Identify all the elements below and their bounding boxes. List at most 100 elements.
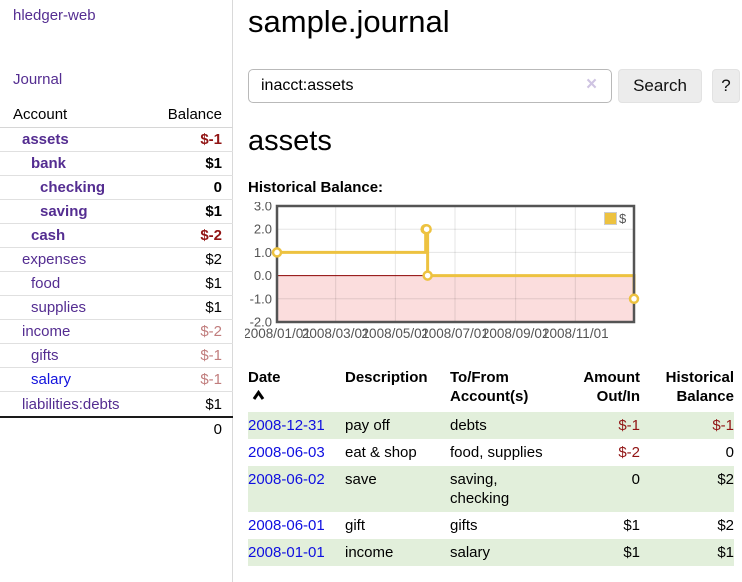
- register-header-amount-line2: Out/In: [596, 388, 640, 405]
- account-balance: $1: [205, 299, 222, 316]
- register-header-date-label: Date: [248, 369, 281, 386]
- transaction-date-link[interactable]: 2008-06-02: [248, 471, 325, 488]
- accounts-header-account: Account: [13, 106, 68, 123]
- register-cell-amount: $1: [562, 539, 640, 566]
- sidebar-item-journal[interactable]: Journal: [13, 71, 63, 88]
- register-cell-date: 2008-12-31: [248, 412, 345, 439]
- sort-ascending-icon: [252, 387, 345, 406]
- register-cell-description: gift: [345, 517, 366, 534]
- register-cell-amount: $1: [623, 517, 640, 534]
- account-balance: $1: [205, 275, 222, 292]
- page-title: sample.journal: [248, 4, 450, 39]
- legend-swatch: [604, 212, 617, 225]
- transaction-date-link[interactable]: 2008-01-01: [248, 544, 325, 561]
- account-tree-row: salary $-1: [0, 368, 233, 392]
- account-balance: $-1: [200, 347, 222, 364]
- register-cell-amount: $-2: [618, 444, 640, 461]
- account-link-saving[interactable]: saving: [40, 203, 88, 220]
- account-tree-row: supplies $1: [0, 296, 233, 320]
- register-cell-amount: $-1: [562, 412, 640, 439]
- register-cell-date: 2008-06-02: [248, 466, 345, 512]
- account-balance: $2: [205, 251, 222, 268]
- register-cell-description: eat & shop: [345, 444, 417, 461]
- y-axis-tick-label: 1.0: [254, 245, 272, 260]
- account-link-food[interactable]: food: [31, 275, 61, 292]
- account-link-gifts[interactable]: gifts: [31, 347, 59, 364]
- x-axis-tick-label: 2008/05/01: [362, 326, 430, 341]
- register-cell-description: save: [345, 466, 450, 512]
- register-header-tofrom: To/From Account(s): [450, 362, 562, 412]
- register-cell-accounts: debts: [450, 412, 562, 439]
- register-header-balance-line2: Balance: [676, 388, 734, 405]
- register-cell-balance: $1: [640, 539, 734, 566]
- account-heading: assets: [248, 125, 332, 157]
- register-header-amount-line1: Amount: [583, 369, 640, 386]
- register-cell-accounts: saving, checking: [450, 466, 562, 512]
- register-table: Date Description To/From Account(s) Amou…: [248, 362, 735, 566]
- register-cell-accounts: gifts: [450, 517, 478, 534]
- account-tree-row: expenses $2: [0, 248, 233, 272]
- register-cell-date: 2008-06-01: [248, 512, 345, 539]
- account-tree-row: bank $1: [0, 152, 233, 176]
- register-cell-balance: $-1: [640, 412, 734, 439]
- accounts-tree-header: Account Balance: [0, 102, 233, 128]
- account-link-liabilities-debts[interactable]: liabilities:debts: [22, 395, 120, 413]
- account-balance: $1: [205, 155, 222, 172]
- register-cell-accounts: salary: [450, 539, 562, 566]
- register-cell-balance: $2: [640, 466, 734, 512]
- account-tree-row: food $1: [0, 272, 233, 296]
- register-header-balance: Historical Balance: [640, 362, 734, 412]
- y-axis-tick-label: -1.0: [250, 291, 272, 306]
- register-header-tofrom-line1: To/From: [450, 369, 509, 386]
- register-cell-amount: 0: [562, 466, 640, 512]
- account-balance: $1: [205, 395, 222, 413]
- account-tree-row: income $-2: [0, 320, 233, 344]
- y-axis-tick-label: 3.0: [254, 202, 272, 214]
- legend-label: $: [619, 211, 627, 226]
- account-link-checking[interactable]: checking: [40, 179, 106, 196]
- y-axis-tick-label: 2.0: [254, 222, 272, 237]
- search-button[interactable]: Search: [618, 69, 702, 103]
- y-axis-tick-label: 0.0: [254, 268, 272, 283]
- account-link-assets[interactable]: assets: [22, 131, 69, 148]
- help-button[interactable]: ?: [712, 69, 740, 103]
- register-cell-description: pay off: [345, 412, 450, 439]
- accounts-tree: Account Balance assets $-1 bank $1 checking 0…: [0, 102, 233, 440]
- register-header-date[interactable]: Date: [248, 362, 345, 412]
- account-balance: $-2: [200, 227, 222, 244]
- accounts-total-row: 0: [0, 416, 233, 440]
- x-axis-tick-label: 2008/09/01: [482, 326, 550, 341]
- account-link-cash[interactable]: cash: [31, 227, 66, 244]
- x-axis-tick-label: 2008/03/01: [302, 326, 370, 341]
- transaction-date-link[interactable]: 2008-12-31: [248, 417, 325, 434]
- transaction-date-link[interactable]: 2008-06-01: [248, 517, 325, 534]
- account-link-bank[interactable]: bank: [31, 155, 67, 172]
- register-cell-balance: 0: [725, 444, 734, 461]
- transaction-date-link[interactable]: 2008-06-03: [248, 444, 325, 461]
- account-balance: $-1: [200, 371, 222, 388]
- register-header-amount: Amount Out/In: [562, 362, 640, 412]
- account-balance: $-2: [200, 323, 222, 340]
- register-header-description: Description: [345, 362, 450, 412]
- account-link-supplies[interactable]: supplies: [31, 299, 87, 316]
- account-tree-row: assets $-1: [0, 128, 233, 152]
- chart-legend: $: [601, 210, 630, 227]
- account-link-expenses[interactable]: expenses: [22, 251, 87, 268]
- search-input[interactable]: [248, 69, 612, 103]
- clear-search-icon[interactable]: ×: [586, 74, 598, 95]
- chart-caption: Historical Balance:: [248, 179, 384, 196]
- account-tree-row: cash $-2: [0, 224, 233, 248]
- register-cell-date: 2008-06-03: [248, 439, 345, 466]
- register-header-tofrom-line2: Account(s): [450, 388, 529, 405]
- account-link-income[interactable]: income: [22, 323, 71, 340]
- app-brand-link[interactable]: hledger-web: [13, 7, 96, 24]
- account-link-salary[interactable]: salary: [31, 371, 72, 388]
- register-cell-description: income: [345, 539, 450, 566]
- register-cell-balance: $2: [717, 517, 734, 534]
- x-axis-tick-label: 2008/11/01: [542, 326, 609, 341]
- account-tree-row: saving $1: [0, 200, 233, 224]
- accounts-total-value: 0: [213, 420, 222, 438]
- register-cell-accounts: food, supplies: [450, 444, 543, 461]
- sidebar: hledger-web Journal Account Balance asse…: [0, 0, 233, 582]
- chart-canvas: 3.0 2.0 1.0 0.0 -1.0 -2.02008/01/012008/03/01…: [245, 202, 640, 341]
